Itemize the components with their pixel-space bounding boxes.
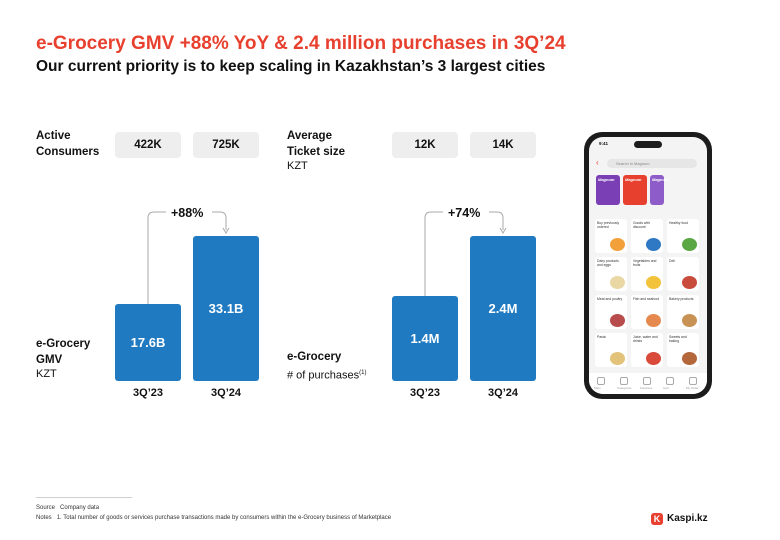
purchases-bar-3q24: 2.4M	[470, 236, 536, 381]
purchases-bar-3q23: 1.4M	[392, 296, 458, 381]
category-label: Goods with discount	[633, 221, 650, 229]
category-image	[610, 238, 625, 251]
gmv-bar-3q23: 17.6B	[115, 304, 181, 381]
phone-mockup: 9:41 ‹ Search in Magnum Magnum Magnum Magn…	[584, 132, 712, 399]
category-tile[interactable]: Healthy food	[667, 219, 699, 253]
category-tile[interactable]: Deli	[667, 257, 699, 291]
page-subtitle: Our current priority is to keep scaling …	[36, 58, 546, 75]
category-label: Healthy food	[669, 221, 689, 225]
category-label: Juice, water and drinks	[633, 335, 658, 343]
category-tile[interactable]: Buy previously ordered	[595, 219, 627, 253]
category-tile[interactable]: Goods with discount	[631, 219, 663, 253]
category-label: Deli	[669, 259, 675, 263]
nav-icon[interactable]	[597, 377, 605, 385]
avg-ticket-label: Average Ticket size KZT	[287, 130, 345, 172]
nav-label: Favorites	[640, 386, 653, 390]
nav-label: Categories	[617, 386, 632, 390]
purchases-growth-label: +74%	[448, 206, 481, 220]
category-label: Meat and poultry	[597, 297, 623, 301]
promo-banner[interactable]: Magnum	[650, 175, 668, 205]
ticket-3q23-pill: 12K	[392, 132, 458, 158]
purchases-period-3q23: 3Q’23	[410, 387, 440, 399]
category-image	[682, 314, 697, 327]
category-image	[610, 314, 625, 327]
category-tile[interactable]: Meat and poultry	[595, 295, 627, 329]
nav-label: Cart	[663, 386, 669, 390]
notes-line: Notes 1. Total number of goods or servic…	[36, 515, 392, 521]
banner-brand: Magnum	[625, 177, 642, 182]
phone-screen: 9:41 ‹ Search in Magnum Magnum Magnum Magn…	[589, 137, 707, 394]
gmv-metric-label: e-Grocery GMV KZT	[36, 338, 91, 380]
category-tile[interactable]: Vegetables and fruits	[631, 257, 663, 291]
category-image	[646, 352, 661, 365]
promo-banner[interactable]: Magnum	[623, 175, 647, 205]
category-tile[interactable]: Dairy products and eggs	[595, 257, 627, 291]
source-line: Source Company data	[36, 505, 100, 511]
nav-label: My Order	[686, 386, 699, 390]
category-label: Sweets and baking	[669, 335, 687, 343]
gmv-period-3q24: 3Q’24	[211, 387, 241, 399]
purchases-growth-arrow	[424, 211, 507, 300]
category-label: Fish and seafood	[633, 297, 660, 301]
category-tile[interactable]: Juice, water and drinks	[631, 333, 663, 367]
active-consumers-label: Active Consumers	[36, 130, 100, 158]
category-image	[610, 352, 625, 365]
nav-label: Main	[594, 386, 601, 390]
category-tile[interactable]: Sweets and baking	[667, 333, 699, 367]
phone-notch	[634, 141, 662, 148]
purchases-metric-label: e-Grocery # of purchases(1)	[287, 351, 367, 382]
consumers-3q24-pill: 725K	[193, 132, 259, 158]
phone-time: 9:41	[599, 141, 609, 146]
category-tile[interactable]: Bakery products	[667, 295, 699, 329]
category-label: Bakery products	[669, 297, 694, 301]
category-image	[646, 238, 661, 251]
phone-bottom-nav: Main Categories Favorites Cart My Order	[589, 373, 707, 394]
nav-icon[interactable]	[620, 377, 628, 385]
purchases-period-3q24: 3Q’24	[488, 387, 518, 399]
phone-search-input[interactable]: Search in Magnum	[607, 159, 697, 168]
promo-banner[interactable]: Magnum	[596, 175, 620, 205]
category-label: Buy previously ordered	[597, 221, 620, 229]
gmv-growth-arrow	[147, 211, 230, 304]
footer-divider	[36, 497, 132, 498]
category-tile[interactable]: Fish and seafood	[631, 295, 663, 329]
back-arrow-icon[interactable]: ‹	[596, 158, 599, 167]
ticket-3q24-pill: 14K	[470, 132, 536, 158]
gmv-growth-label: +88%	[171, 206, 204, 220]
category-label: Dairy products and eggs	[597, 259, 619, 267]
category-image	[682, 352, 697, 365]
category-image	[682, 238, 697, 251]
kaspi-logo-text: Kaspi.kz	[667, 513, 708, 524]
category-image	[610, 276, 625, 289]
kaspi-logo-icon: K	[651, 513, 663, 525]
nav-icon[interactable]	[666, 377, 674, 385]
nav-icon[interactable]	[643, 377, 651, 385]
footnote-marker: (1)	[359, 370, 367, 376]
banner-brand: Magnum	[652, 177, 669, 182]
category-image	[646, 276, 661, 289]
banner-brand: Magnum	[598, 177, 615, 182]
category-tile[interactable]: Pasta	[595, 333, 627, 367]
gmv-bar-3q24: 33.1B	[193, 236, 259, 381]
category-label: Vegetables and fruits	[633, 259, 657, 267]
category-image	[646, 314, 661, 327]
consumers-3q23-pill: 422K	[115, 132, 181, 158]
page-title: e-Grocery GMV +88% YoY & 2.4 million pur…	[36, 33, 566, 54]
gmv-period-3q23: 3Q’23	[133, 387, 163, 399]
nav-icon[interactable]	[689, 377, 697, 385]
category-label: Pasta	[597, 335, 606, 339]
category-image	[682, 276, 697, 289]
